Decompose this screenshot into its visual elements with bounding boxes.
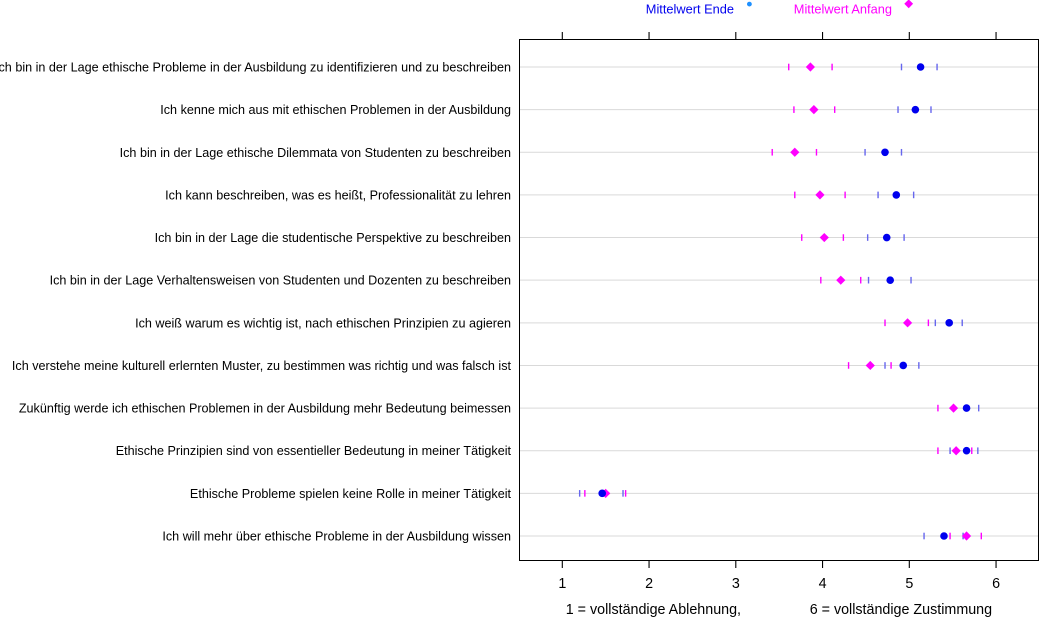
svg-text:1 = vollständige Ablehnung,: 1 = vollständige Ablehnung, <box>566 602 741 618</box>
svg-text:Ich weiß warum es wichtig ist,: Ich weiß warum es wichtig ist, nach ethi… <box>135 316 511 330</box>
svg-text:Ich bin in der Lage ethische D: Ich bin in der Lage ethische Dilemmata v… <box>120 146 511 160</box>
svg-text:6: 6 <box>992 576 1000 592</box>
svg-text:1: 1 <box>558 576 566 592</box>
svg-text:Ich kann beschreiben, was es h: Ich kann beschreiben, was es heißt, Prof… <box>165 188 511 202</box>
svg-text:Ethische Prinzipien sind von e: Ethische Prinzipien sind von essentielle… <box>116 444 512 458</box>
svg-text:5: 5 <box>905 576 913 592</box>
svg-text:Ich bin in der Lage die studen: Ich bin in der Lage die studentische Per… <box>155 231 511 245</box>
svg-text:6 = vollständige Zustimmung: 6 = vollständige Zustimmung <box>810 602 992 618</box>
svg-text:4: 4 <box>819 576 827 592</box>
svg-text:Zukünftig werde ich ethischen: Zukünftig werde ich ethischen Problemen … <box>19 402 511 416</box>
svg-text:Mittelwert Ende: Mittelwert Ende <box>646 1 734 16</box>
svg-text:Mittelwert Anfang: Mittelwert Anfang <box>794 1 892 16</box>
svg-text:Ich kenne mich aus mit ethisch: Ich kenne mich aus mit ethischen Problem… <box>160 103 511 117</box>
svg-text:Ich bin in der Lage Verhaltens: Ich bin in der Lage Verhaltensweisen von… <box>50 274 511 288</box>
svg-text:Ethische Probleme spielen kein: Ethische Probleme spielen keine Rolle in… <box>190 487 512 501</box>
svg-text:Ich bin in der Lage ethische P: Ich bin in der Lage ethische Probleme in… <box>0 61 511 75</box>
svg-text:2: 2 <box>645 576 653 592</box>
svg-text:3: 3 <box>732 576 740 592</box>
svg-text:Ich will mehr über ethische Pr: Ich will mehr über ethische Probleme in … <box>162 530 511 544</box>
svg-text:Ich verstehe meine kulturell e: Ich verstehe meine kulturell erlernten M… <box>12 359 512 373</box>
